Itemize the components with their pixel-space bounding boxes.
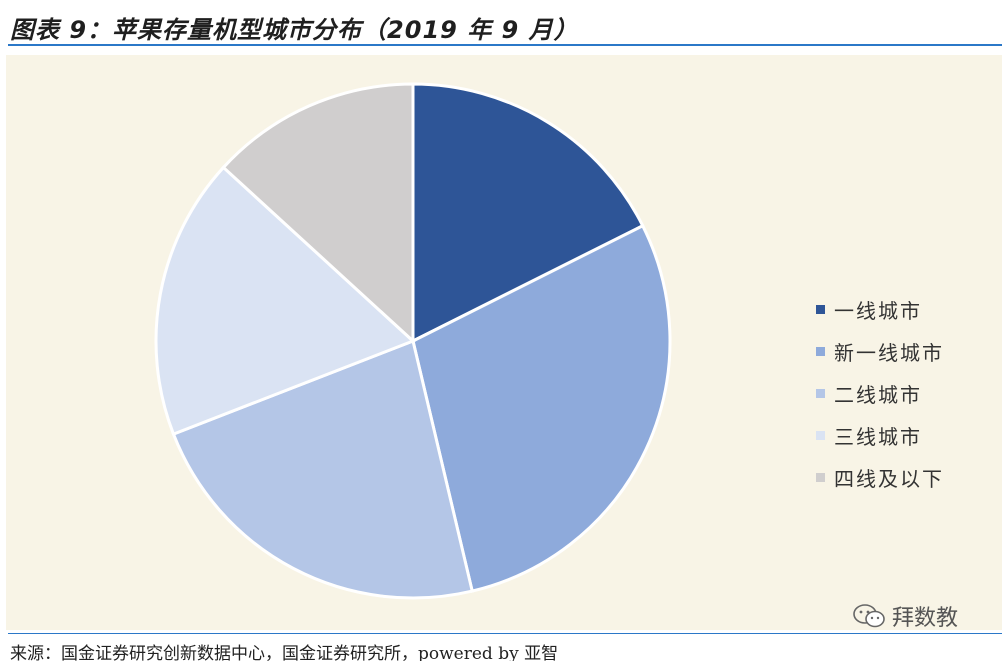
legend-label: 新一线城市 <box>834 340 944 365</box>
legend-label: 三线城市 <box>834 424 922 449</box>
legend-label: 二线城市 <box>834 382 922 407</box>
watermark-text: 拜数教 <box>892 606 959 631</box>
pie-slice-1 <box>411 82 645 344</box>
legend-item-4: 三线城市 <box>816 421 944 449</box>
pie-slice-2 <box>411 223 672 593</box>
legend-item-1: 一线城市 <box>816 295 944 323</box>
wechat-icon <box>853 604 885 628</box>
legend-swatch <box>816 430 825 440</box>
legend-label: 四线及以下 <box>834 466 944 491</box>
figure-title: 图表 9：苹果存量机型城市分布（2019 年 9 月） <box>10 16 579 44</box>
pie-chart <box>154 82 672 600</box>
legend-swatch <box>816 472 825 482</box>
legend-item-3: 二线城市 <box>816 379 944 407</box>
title-rule <box>8 44 1002 46</box>
watermark: 拜数教 <box>852 600 958 632</box>
legend-item-2: 新一线城市 <box>816 337 944 365</box>
figure-source: 来源：国金证券研究创新数据中心，国金证券研究所，powered by 亚智 <box>10 644 559 661</box>
legend-swatch <box>816 304 825 314</box>
source-rule <box>8 633 1002 634</box>
legend-swatch <box>816 388 825 398</box>
pie-slice-4 <box>154 165 416 437</box>
chart-panel: 一线城市新一线城市二线城市三线城市四线及以下 <box>6 55 1002 630</box>
legend-swatch <box>816 346 825 356</box>
legend-item-5: 四线及以下 <box>816 463 944 491</box>
pie-slice-5 <box>221 82 415 345</box>
chart-legend: 一线城市新一线城市二线城市三线城市四线及以下 <box>816 295 944 505</box>
legend-label: 一线城市 <box>834 298 922 323</box>
